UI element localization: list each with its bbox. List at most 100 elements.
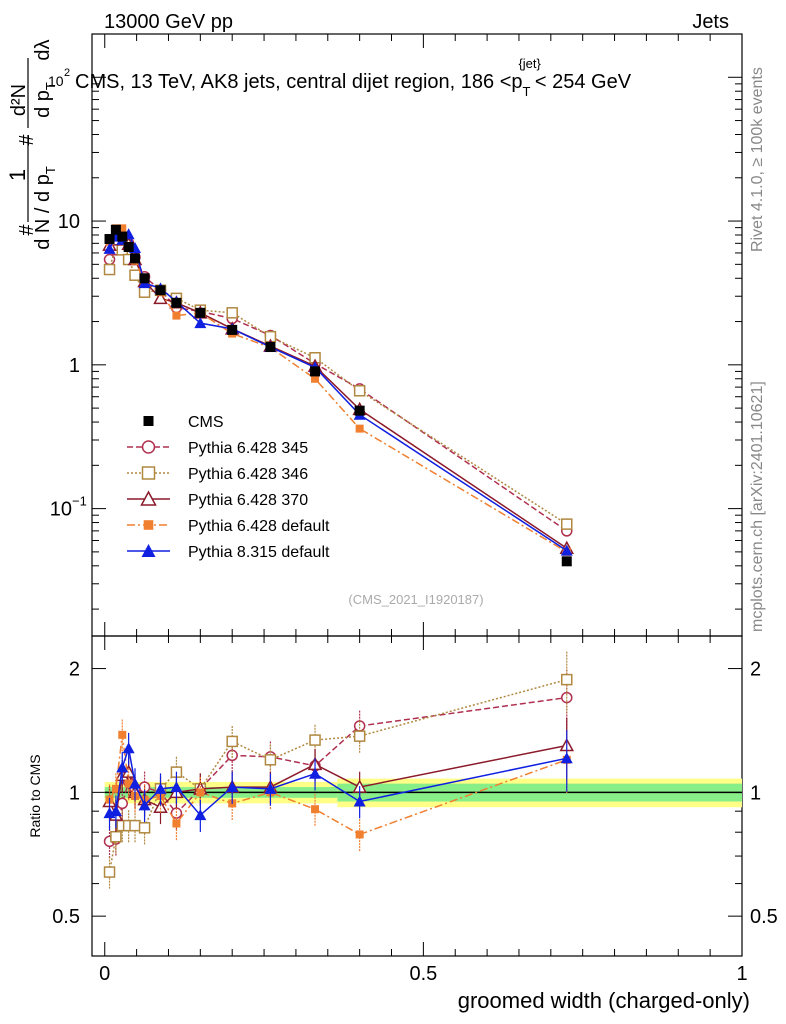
point-cms <box>310 366 321 377</box>
ylabel-hash-1: # <box>16 224 38 236</box>
ratio-point-pythia-6-428-default <box>311 805 320 814</box>
ratio-point-pythia-6-428-346 <box>138 822 151 834</box>
ratio-point-pythia-6-428-default <box>111 784 120 793</box>
point-cms <box>104 234 115 245</box>
point-pythia-6-428-346 <box>353 385 366 397</box>
legend: CMS Pythia 6.428 345 Pythia 6.428 346 Pythi… <box>127 414 330 561</box>
mcplots-label: mcplots.cern.ch [arXiv:2401.10621] <box>749 381 766 632</box>
ratio-point-pythia-8-315-default <box>194 809 207 821</box>
ratio-tick-label-right: 0.5 <box>750 906 778 928</box>
ratio-tick-label-right: 1 <box>750 782 761 804</box>
legend-label: Pythia 8.315 default <box>188 544 330 561</box>
ylabel-den-main: d N / d p <box>32 174 54 250</box>
series-line-pythia-6-428-345 <box>108 239 568 532</box>
point-pythia-6-428-346 <box>226 307 238 319</box>
x-tick-label: 0 <box>99 963 110 985</box>
y-tick-label-exponent: −1 <box>72 494 87 509</box>
ratio-point-pythia-8-315-default <box>226 781 239 793</box>
series-line-pythia-8-315-default <box>108 232 568 552</box>
point-cms <box>123 242 134 253</box>
x-tick-label: 0.5 <box>409 963 437 985</box>
ratio-point-pythia-8-315-default <box>116 761 129 773</box>
ratio-point-pythia-8-315-default <box>309 767 322 779</box>
point-cms <box>265 342 276 353</box>
point-cms <box>155 285 166 296</box>
ylabel-den-sub: T <box>43 166 58 174</box>
point-pythia-6-428-default <box>311 374 320 383</box>
legend-label: CMS <box>188 414 224 431</box>
legend-marker-cms <box>143 416 154 426</box>
ratio-point-pythia-6-428-346 <box>129 819 141 832</box>
point-pythia-6-428-346 <box>138 286 151 298</box>
chart-title: CMS, 13 TeV, AK8 jets, central dijet reg… <box>75 56 632 99</box>
y-axis-label: # 1 d N / d pT # d²N d pT dλ <box>5 39 58 249</box>
ratio-axis-label: Ratio to CMS <box>27 754 43 837</box>
title-exponent-prefix: 10 <box>48 73 64 89</box>
y-tick-label: 10 <box>50 499 72 521</box>
ratio-point-pythia-6-428-default <box>196 788 205 797</box>
ratio-point-pythia-6-428-default <box>355 830 364 839</box>
legend-marker-pythia-8-315-default <box>141 544 156 557</box>
y-tick-label: 1 <box>69 355 80 377</box>
legend-label: Pythia 6.428 346 <box>188 466 308 483</box>
title-tail: < 254 GeV <box>535 71 632 93</box>
point-pythia-8-315-default <box>560 544 573 556</box>
point-pythia-6-428-default <box>172 311 181 320</box>
series-line-pythia-6-428-346 <box>108 243 568 525</box>
ratio-line-pythia-6-428-default <box>108 734 568 836</box>
point-pythia-6-428-default <box>118 224 127 233</box>
ratio-point-pythia-6-428-default <box>172 819 181 828</box>
ylabel-dpt-main: d p <box>32 90 54 118</box>
rivet-label: Rivet 4.1.0, ≥ 100k events <box>749 67 766 252</box>
ylabel-d2n: d²N <box>8 84 30 116</box>
point-cms <box>130 253 141 264</box>
legend-marker-pythia-6-428-346 <box>141 466 156 480</box>
ylabel-dpt: d pT <box>32 82 58 118</box>
y-tick-label: 10 <box>58 211 80 233</box>
ratio-point-pythia-6-428-346 <box>110 830 122 843</box>
point-cms <box>354 405 365 416</box>
point-cms <box>139 273 150 284</box>
legend-marker-pythia-6-428-345 <box>141 440 156 454</box>
ratio-point-pythia-6-428-default <box>124 779 133 788</box>
ylabel-hash-2: # <box>16 134 38 146</box>
legend-label: Pythia 6.428 370 <box>188 492 308 509</box>
ratio-point-pythia-8-315-default <box>122 742 135 754</box>
ylabel-den: d N / d pT <box>32 166 58 250</box>
series-line-pythia-6-428-default <box>108 227 568 553</box>
energy-label: 13000 GeV pp <box>104 11 233 33</box>
point-cms <box>195 307 206 318</box>
ratio-point-pythia-6-428-346 <box>561 673 573 686</box>
ratio-point-pythia-6-428-346 <box>309 734 321 746</box>
point-pythia-6-428-346 <box>561 518 573 530</box>
ratio-point-pythia-6-428-346 <box>264 754 277 766</box>
legend-marker-pythia-6-428-default <box>143 520 154 530</box>
point-pythia-6-428-default <box>355 424 364 433</box>
point-pythia-6-428-370 <box>153 290 168 305</box>
point-cms <box>227 324 238 335</box>
ratio-point-pythia-6-428-346 <box>353 730 366 742</box>
ratio-point-pythia-8-315-default <box>138 799 151 811</box>
ratio-point-pythia-6-428-346 <box>226 735 238 748</box>
ratio-tick-label: 1 <box>69 782 80 804</box>
legend-label: Pythia 6.428 345 <box>188 440 308 457</box>
category-label: Jets <box>692 11 729 33</box>
chart-marks <box>102 224 575 889</box>
point-cms <box>117 231 128 242</box>
title-exponent: 2 <box>64 67 70 79</box>
title-sub: T <box>523 84 531 99</box>
ylabel-dl: dλ <box>32 39 54 60</box>
ratio-tick-label: 2 <box>69 659 80 681</box>
title-sup: {jet} <box>518 56 541 71</box>
ylabel-dpt-sub: T <box>43 82 58 90</box>
ylabel-num: 1 <box>5 169 30 181</box>
ratio-point-pythia-8-315-default <box>560 752 573 764</box>
x-tick-label: 1 <box>736 963 747 985</box>
ratio-point-pythia-8-315-default <box>264 782 277 794</box>
analysis-watermark: (CMS_2021_I1920187) <box>348 592 483 607</box>
point-pythia-6-428-346 <box>103 263 116 276</box>
legend-label: Pythia 6.428 default <box>188 518 330 535</box>
ratio-point-pythia-6-428-default <box>118 730 127 739</box>
point-pythia-6-428-346 <box>129 269 141 281</box>
